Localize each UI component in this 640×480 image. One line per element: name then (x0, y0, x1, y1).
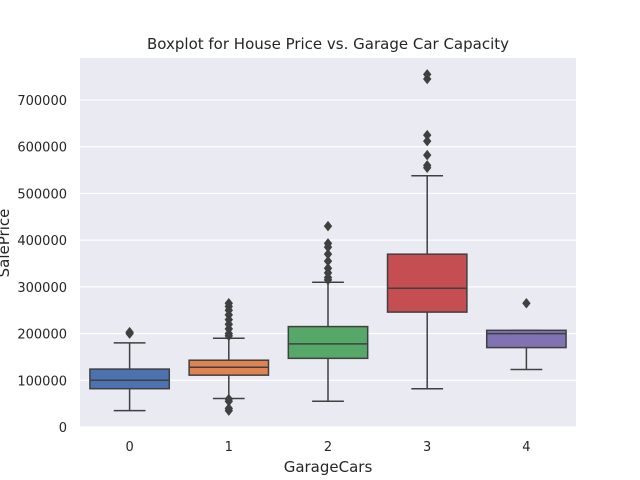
x-axis-label: GarageCars (284, 458, 373, 476)
outlier-point (224, 393, 233, 405)
y-tick-label: 200000 (17, 328, 67, 343)
y-tick-label: 500000 (17, 187, 67, 202)
box-group (386, 69, 468, 390)
outlier-point (423, 69, 432, 80)
x-axis-ticks: 0 1 2 3 4 (125, 440, 530, 455)
y-axis-label: SalePrice (0, 209, 13, 278)
box-iqr (485, 329, 567, 349)
x-tick-label: 0 (125, 440, 133, 455)
outlier-point (224, 297, 233, 309)
outlier-point (423, 135, 432, 147)
x-tick-label: 2 (324, 440, 332, 455)
outlier-point (522, 297, 531, 309)
box-series (89, 69, 567, 416)
box-iqr (89, 368, 171, 390)
y-tick-label: 400000 (17, 234, 67, 249)
outlier-point (125, 326, 134, 338)
y-tick-label: 100000 (17, 374, 67, 389)
outlier-point (224, 403, 233, 414)
outlier-point (423, 149, 432, 161)
outlier-point (323, 262, 333, 274)
outlier-point (323, 220, 333, 232)
outlier-point (323, 248, 333, 260)
outlier-point (423, 129, 432, 141)
box-group (485, 297, 567, 371)
y-tick-label: 300000 (17, 281, 67, 296)
box-group (89, 326, 171, 412)
outlier-point (323, 255, 333, 267)
y-axis-ticks: 0 100000 200000 300000 400000 500000 600000 700… (17, 94, 67, 436)
y-tick-label: 600000 (17, 141, 67, 156)
x-tick-label: 1 (225, 440, 233, 455)
x-tick-label: 3 (423, 440, 431, 455)
chart-title: Boxplot for House Price vs. Garage Car C… (147, 35, 509, 53)
y-tick-label: 700000 (17, 94, 67, 109)
box-group (188, 297, 270, 416)
box-iqr (386, 253, 468, 313)
outlier-point (323, 238, 333, 249)
x-tick-label: 4 (522, 440, 530, 455)
outlier-point (423, 160, 432, 171)
box-iqr (287, 325, 369, 360)
box-group (287, 220, 369, 403)
y-tick-label: 0 (59, 421, 67, 436)
